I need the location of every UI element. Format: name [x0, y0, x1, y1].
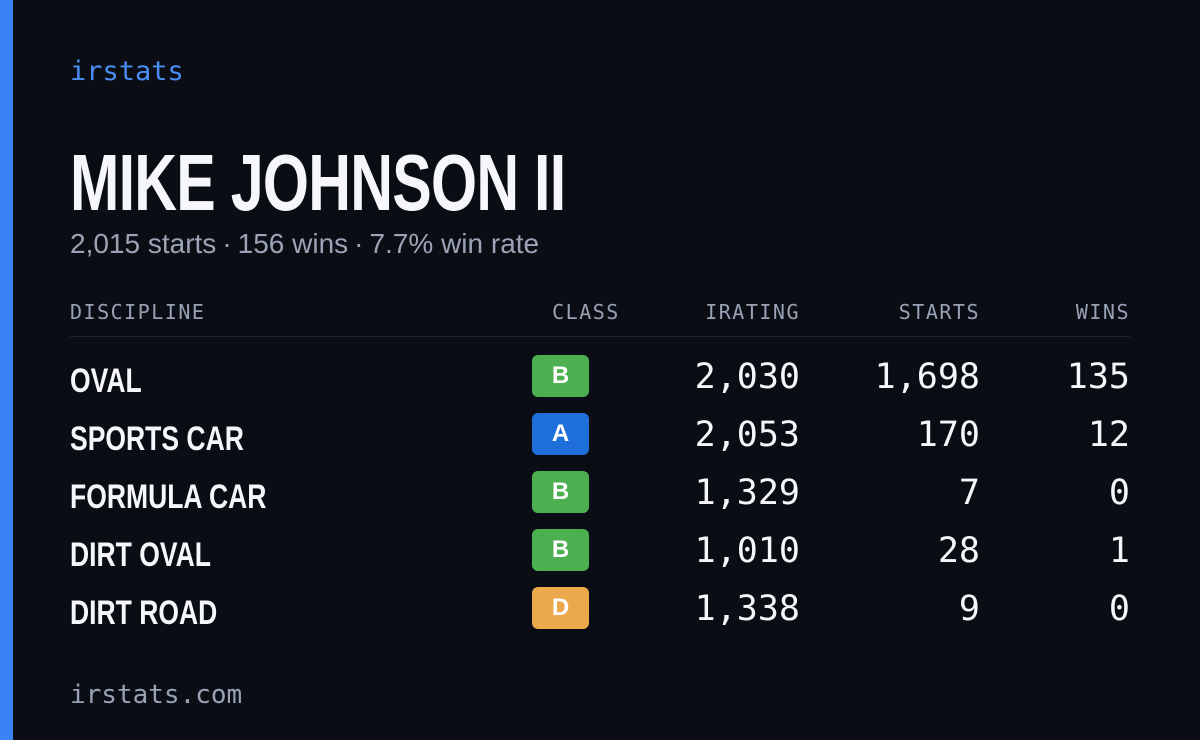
- header-irating: IRATING: [705, 300, 800, 324]
- table-row: DIRT OVAL B 1,010 28 1: [70, 529, 1130, 587]
- class-badge: A: [532, 413, 589, 455]
- wins-value: 135: [1066, 357, 1130, 397]
- wins-value: 1: [1108, 531, 1130, 571]
- header-starts: STARTS: [898, 300, 980, 324]
- class-badge: B: [532, 529, 589, 571]
- discipline-name: FORMULA CAR: [70, 478, 267, 516]
- stats-table: DISCIPLINE CLASS IRATING STARTS WINS OVA…: [70, 296, 1130, 645]
- wins-value: 0: [1108, 473, 1130, 513]
- summary-separator: ·: [222, 228, 232, 259]
- header-wins: WINS: [1075, 300, 1130, 324]
- summary-wins: 156 wins: [237, 228, 349, 259]
- class-badge: B: [532, 471, 589, 513]
- irating-value: 1,329: [694, 473, 800, 513]
- discipline-name: DIRT ROAD: [70, 594, 218, 632]
- summary-starts: 2,015 starts: [70, 228, 217, 259]
- starts-value: 9: [958, 589, 980, 629]
- driver-name: MIKE JOHNSON II: [70, 138, 566, 227]
- table-row: DIRT ROAD D 1,338 9 0: [70, 587, 1130, 645]
- wins-value: 0: [1108, 589, 1130, 629]
- starts-value: 170: [916, 415, 980, 455]
- table-row: SPORTS CAR A 2,053 170 12: [70, 413, 1130, 471]
- header-class: CLASS: [552, 300, 620, 324]
- footer-url[interactable]: irstats.com: [70, 680, 243, 710]
- table-body: OVAL B 2,030 1,698 135 SPORTS CAR A 2,05…: [70, 355, 1130, 645]
- class-badge: D: [532, 587, 589, 629]
- header-discipline: DISCIPLINE: [70, 300, 206, 324]
- irating-value: 1,338: [694, 589, 800, 629]
- class-badge: B: [532, 355, 589, 397]
- irating-value: 2,053: [694, 415, 800, 455]
- brand-logo: irstats: [70, 56, 184, 87]
- summary-win-rate: 7.7% win rate: [369, 228, 540, 259]
- summary-separator: ·: [354, 228, 364, 259]
- table-row: OVAL B 2,030 1,698 135: [70, 355, 1130, 413]
- discipline-name: SPORTS CAR: [70, 420, 244, 458]
- discipline-name: OVAL: [70, 362, 142, 400]
- discipline-name: DIRT OVAL: [70, 536, 211, 574]
- starts-value: 1,698: [874, 357, 980, 397]
- starts-value: 28: [937, 531, 980, 571]
- driver-summary: 2,015 starts · 156 wins · 7.7% win rate: [70, 228, 539, 260]
- table-header: DISCIPLINE CLASS IRATING STARTS WINS: [70, 296, 1130, 337]
- irating-value: 2,030: [694, 357, 800, 397]
- table-row: FORMULA CAR B 1,329 7 0: [70, 471, 1130, 529]
- wins-value: 12: [1087, 415, 1130, 455]
- starts-value: 7: [958, 473, 980, 513]
- irating-value: 1,010: [694, 531, 800, 571]
- accent-bar: [0, 0, 13, 740]
